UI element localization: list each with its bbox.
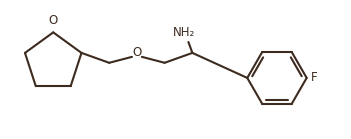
Text: O: O: [48, 14, 58, 27]
Text: F: F: [311, 71, 317, 84]
Text: NH₂: NH₂: [173, 26, 196, 39]
Text: O: O: [132, 46, 141, 59]
